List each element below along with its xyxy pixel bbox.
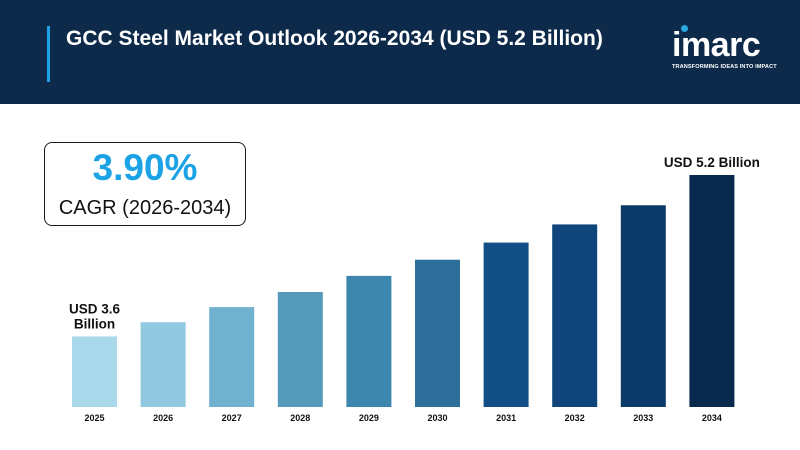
x-tick-label: 2032	[565, 413, 585, 423]
page-title: GCC Steel Market Outlook 2026-2034 (USD …	[66, 27, 603, 50]
imarc-logo[interactable]: imarc TRANSFORMING IDEAS INTO IMPACT	[672, 25, 782, 78]
bar-2028	[277, 292, 323, 407]
bar-2030	[415, 259, 460, 407]
x-tick-label: 2028	[290, 413, 310, 423]
header-banner: GCC Steel Market Outlook 2026-2034 (USD …	[0, 0, 800, 104]
header-accent-bar	[47, 26, 50, 82]
x-tick-label: 2029	[359, 413, 379, 423]
bar-annotation: Billion	[74, 316, 115, 331]
x-tick-label: 2027	[222, 413, 242, 423]
bar-2025	[72, 336, 117, 407]
cagr-label: CAGR (2026-2034)	[58, 197, 232, 219]
bar-2031	[483, 242, 529, 407]
x-tick-label: 2026	[153, 413, 173, 423]
logo-wordmark: imarc	[672, 26, 761, 64]
bar-chart: 2025 2026 2027 2028 2029 2030 2031 2032 2033 2034…	[69, 155, 760, 423]
bar-2034	[689, 175, 735, 407]
logo-dot-icon	[681, 25, 688, 32]
bar-2026	[140, 322, 186, 407]
x-tick-label: 2034	[702, 413, 722, 423]
logo-tagline: TRANSFORMING IDEAS INTO IMPACT	[672, 64, 777, 70]
cagr-card: 3.90% CAGR (2026-2034)	[44, 142, 246, 226]
x-tick-label: 2030	[427, 413, 447, 423]
x-tick-label: 2031	[496, 413, 516, 423]
bar-2033	[620, 205, 666, 407]
bar-annotation: USD 5.2 Billion	[664, 155, 760, 170]
bar-2029	[346, 275, 392, 407]
bar-2027	[209, 307, 255, 407]
x-tick-label: 2025	[84, 413, 104, 423]
cagr-value: 3.90%	[92, 147, 198, 188]
bar-annotation: USD 3.6	[69, 301, 121, 316]
x-tick-label: 2033	[633, 413, 653, 423]
bar-2032	[552, 224, 598, 407]
